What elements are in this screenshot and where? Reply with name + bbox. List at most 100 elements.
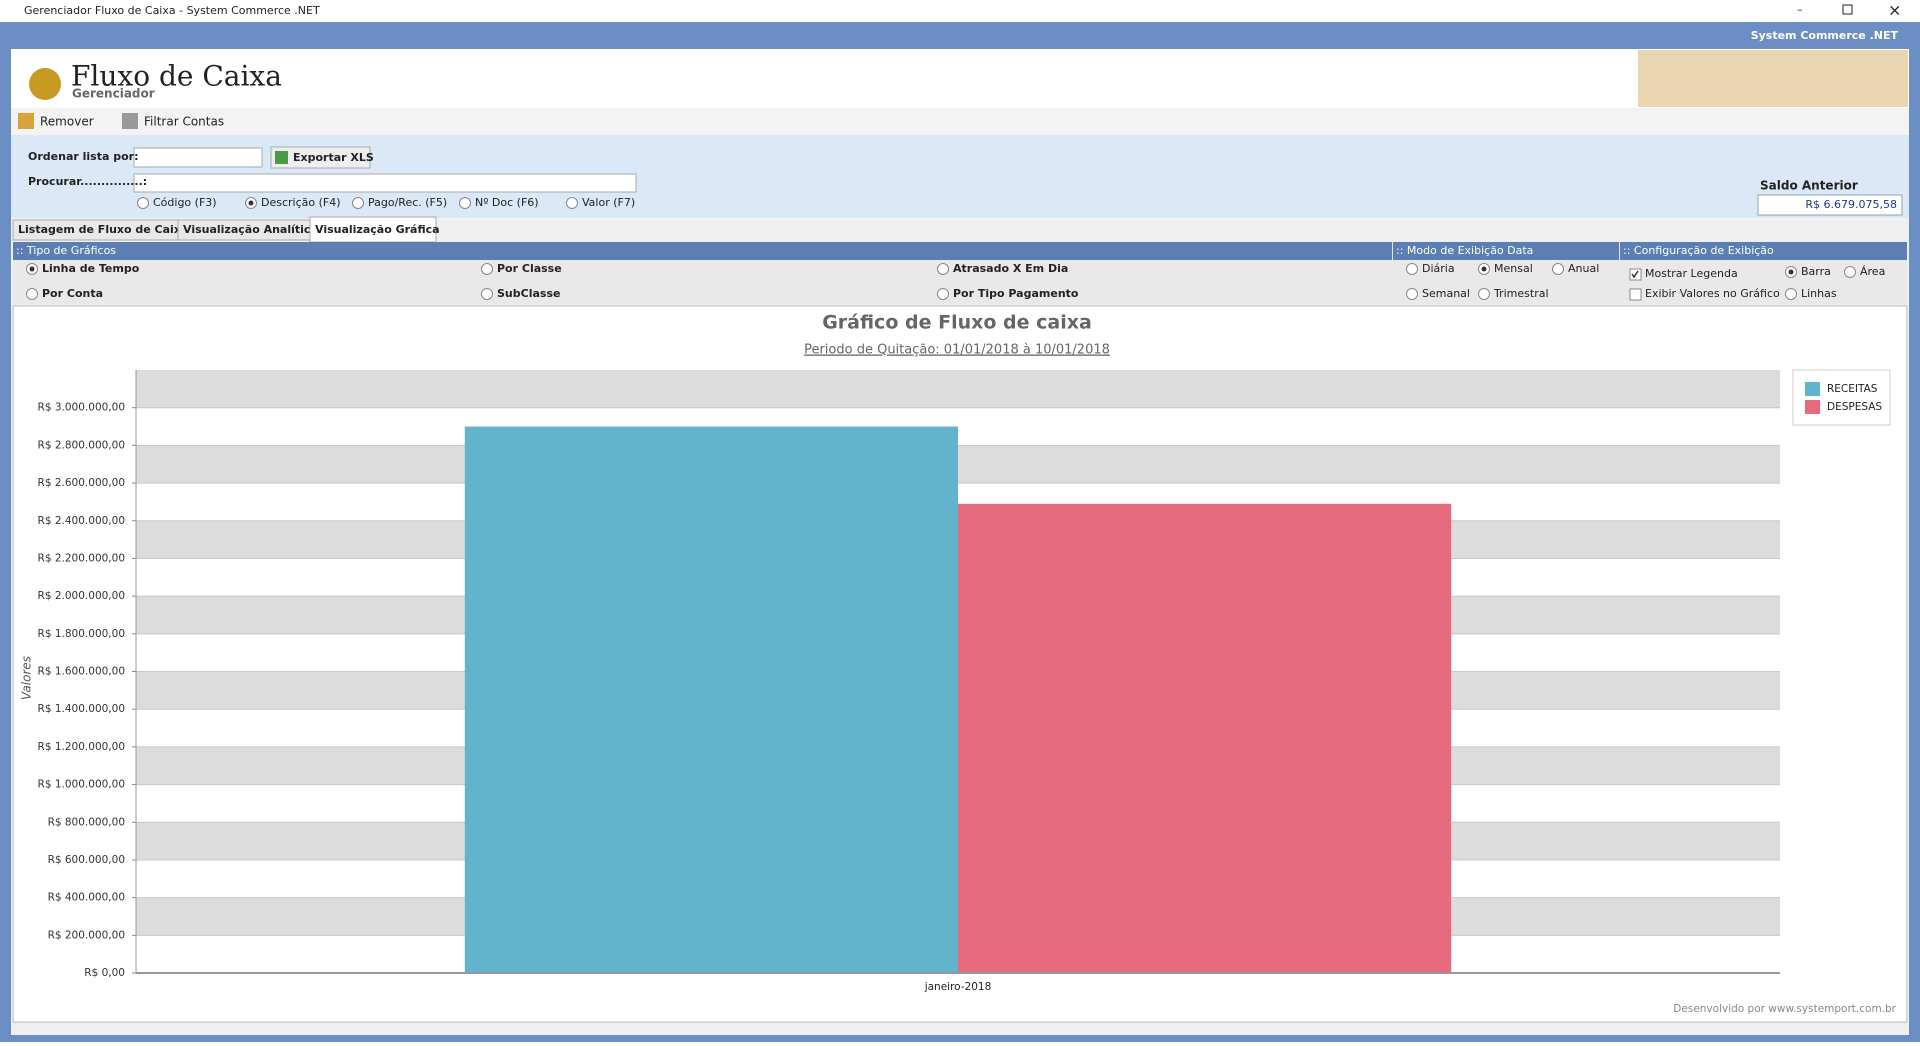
order-label: Ordenar lista por:	[28, 150, 138, 163]
footer: Desenvolvido por www.systemport.com.br	[1673, 1003, 1896, 1015]
y-tick-label: R$ 800.000,00	[48, 816, 125, 828]
y-axis-label: Valores	[20, 656, 34, 700]
header-image	[1638, 50, 1908, 107]
y-tick-label: R$ 2.800.000,00	[38, 439, 125, 451]
search-label: Procurar...............:	[28, 175, 147, 188]
y-tick-label: R$ 3.000.000,00	[38, 402, 125, 414]
balance-value: R$ 6.679.075,58	[1805, 198, 1897, 211]
radio-dot	[1788, 269, 1794, 275]
checkbox-label: Mostrar Legenda	[1645, 267, 1738, 280]
y-tick-label: R$ 1.000.000,00	[38, 779, 125, 791]
search-input[interactable]	[133, 173, 637, 193]
remove-button[interactable]: Remover	[40, 115, 94, 129]
x-tick-label: janeiro-2018	[924, 981, 992, 993]
radio[interactable]	[1406, 288, 1418, 300]
close[interactable]: ×	[1888, 1, 1901, 20]
radio[interactable]	[137, 197, 149, 209]
toolbar	[11, 108, 1909, 135]
y-tick-label: R$ 2.400.000,00	[38, 515, 125, 527]
radio-label: Diária	[1422, 262, 1455, 275]
y-tick-label: R$ 200.000,00	[48, 929, 125, 941]
panel-header	[1393, 242, 1619, 260]
radio[interactable]	[352, 197, 364, 209]
radio[interactable]	[1478, 288, 1490, 300]
radio-label: Trimestral	[1493, 287, 1549, 300]
radio-dot	[248, 200, 254, 206]
radio-label: Anual	[1568, 262, 1599, 275]
radio[interactable]	[1552, 263, 1564, 275]
maximize[interactable]	[1842, 4, 1853, 15]
header-title: Fluxo de Caixa	[71, 60, 282, 93]
minimize[interactable]: –	[1797, 3, 1803, 16]
y-tick-label: R$ 2.600.000,00	[38, 477, 125, 489]
radio-label: Área	[1860, 265, 1885, 278]
legend-swatch	[1805, 400, 1820, 414]
radio-label: Pago/Rec. (F5)	[368, 196, 447, 209]
radio[interactable]	[1844, 266, 1856, 278]
bar	[958, 503, 1452, 973]
legend-label: DESPESAS	[1827, 401, 1882, 413]
radio-dot	[29, 266, 35, 272]
logo-icon	[29, 68, 61, 100]
order-combo[interactable]	[133, 147, 263, 168]
y-tick-label: R$ 1.200.000,00	[38, 741, 125, 753]
bar	[464, 426, 958, 973]
y-tick-label: R$ 2.200.000,00	[38, 552, 125, 564]
radio[interactable]	[937, 263, 949, 275]
radio-label: Mensal	[1494, 262, 1533, 275]
radio-label: Semanal	[1422, 287, 1470, 300]
radio-label: Linha de Tempo	[42, 262, 140, 275]
legend-label: RECEITAS	[1827, 383, 1878, 395]
y-tick-label: R$ 1.800.000,00	[38, 628, 125, 640]
radio-dot	[1481, 266, 1487, 272]
radio-label: Barra	[1801, 265, 1831, 278]
panel-title: :: Tipo de Gráficos	[16, 244, 116, 257]
radio[interactable]	[26, 288, 38, 300]
header-subtitle: Gerenciador	[72, 87, 155, 101]
panel-header	[1620, 242, 1907, 260]
radio[interactable]	[481, 263, 493, 275]
tab-label: Listagem de Fluxo de Caixa	[18, 223, 188, 236]
panel-header	[13, 242, 1392, 260]
y-tick-label: R$ 600.000,00	[48, 854, 125, 866]
checkbox-label: Exibir Valores no Gráfico	[1645, 287, 1780, 300]
export-icon	[275, 151, 288, 164]
brand: System Commerce .NET	[1751, 29, 1899, 42]
remove-icon	[18, 113, 34, 129]
radio[interactable]	[937, 288, 949, 300]
radio-label: Por Tipo Pagamento	[953, 287, 1079, 300]
y-tick-label: R$ 1.400.000,00	[38, 703, 125, 715]
y-tick-label: R$ 400.000,00	[48, 892, 125, 904]
chart-subtitle: Periodo de Quitação: 01/01/2018 à 10/01/…	[804, 343, 1110, 358]
radio[interactable]	[1785, 288, 1797, 300]
radio[interactable]	[1406, 263, 1418, 275]
y-tick-label: R$ 1.600.000,00	[38, 666, 125, 678]
tab-label: Visualização Gráfica	[315, 223, 440, 236]
y-tick-label: R$ 2.000.000,00	[38, 590, 125, 602]
radio-label: Por Classe	[497, 262, 562, 275]
y-tick-label: R$ 0,00	[84, 967, 125, 979]
export-button[interactable]	[270, 146, 371, 169]
radio-label: Por Conta	[42, 287, 103, 300]
radio[interactable]	[459, 197, 471, 209]
checkbox[interactable]	[1629, 288, 1642, 301]
radio-label: Descrição (F4)	[261, 196, 341, 209]
radio[interactable]	[566, 197, 578, 209]
filter-button[interactable]: Filtrar Contas	[144, 115, 224, 129]
window-title: Gerenciador Fluxo de Caixa - System Comm…	[24, 4, 320, 17]
panel-title: :: Configuração de Exibição	[1623, 244, 1774, 257]
filter-icon	[122, 113, 138, 129]
check-mark	[1631, 270, 1639, 279]
radio-label: Atrasado X Em Dia	[953, 262, 1068, 275]
export-label: Exportar XLS	[293, 151, 374, 164]
radio[interactable]	[481, 288, 493, 300]
legend-swatch	[1805, 382, 1820, 396]
title-bar	[0, 0, 1920, 22]
radio-label: Valor (F7)	[582, 196, 635, 209]
radio-label: Nº Doc (F6)	[475, 196, 539, 209]
radio-label: Código (F3)	[153, 196, 217, 209]
balance-box	[1757, 194, 1903, 216]
tab[interactable]	[309, 216, 437, 243]
